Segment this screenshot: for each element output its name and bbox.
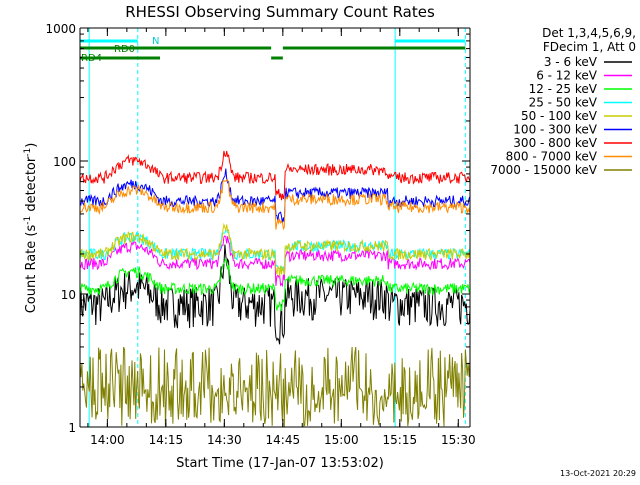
flag-n-label: N	[152, 36, 159, 47]
y-axis-label: Count Rate (s-1 detector-1)	[23, 143, 39, 314]
x-tick-label-0: 14:00	[90, 433, 125, 447]
series-line-3	[79, 228, 471, 275]
series-line-8	[79, 346, 471, 427]
series-line-7	[79, 179, 471, 231]
series-line-4	[79, 222, 471, 277]
flag-rd0-label: RD0	[114, 44, 135, 55]
series-line-0	[79, 244, 471, 345]
legend-label-0: 3 - 6 keV	[544, 55, 598, 69]
legend-header-line1: Det 1,3,4,5,6,9,	[542, 26, 636, 40]
x-tick-label-1: 14:15	[149, 433, 184, 447]
legend-label-2: 12 - 25 keV	[529, 82, 598, 96]
axes-layer: 1 10 100 1000 14:00 14:15 14:30 14:45 15:00 15:15…	[45, 22, 475, 447]
plot-area	[79, 28, 471, 427]
x-tick-label-5: 15:15	[383, 433, 418, 447]
y-axis-label-mid: detector	[24, 156, 39, 216]
series-line-6	[79, 150, 471, 201]
x-tick-label-3: 14:45	[266, 433, 301, 447]
flag-rd4-label: RD4	[81, 53, 102, 64]
x-tick-label-2: 14:30	[207, 433, 242, 447]
x-tick-label-4: 15:00	[324, 433, 359, 447]
y-axis-label-end: )	[24, 143, 39, 148]
legend-label-8: 7000 - 15000 keV	[490, 163, 597, 177]
y-axis-label-main: Count Rate (s	[24, 225, 39, 314]
x-axis-label: Start Time (17-Jan-07 13:53:02)	[176, 456, 384, 471]
legend-label-1: 6 - 12 keV	[536, 69, 598, 83]
chart-title: RHESSI Observing Summary Count Rates	[125, 3, 435, 21]
y-tick-label-3: 1000	[45, 22, 76, 36]
series-line-2	[79, 258, 471, 312]
legend-label-5: 100 - 300 keV	[513, 123, 597, 137]
legend-label-6: 300 - 800 keV	[513, 136, 597, 150]
legend-header-line2: FDecim 1, Att 0	[543, 40, 636, 54]
legend-label-7: 800 - 7000 keV	[506, 150, 598, 164]
timestamp: 13-Oct-2021 20:29	[560, 469, 636, 478]
y-axis-label-sup2: -1	[23, 148, 33, 157]
y-tick-label-1: 10	[61, 288, 76, 302]
x-tick-label-6: 15:30	[441, 433, 476, 447]
y-axis-label-sup1: -1	[23, 216, 33, 225]
y-tick-label-2: 100	[53, 155, 76, 169]
legend-label-4: 50 - 100 keV	[521, 109, 598, 123]
y-tick-label-0: 1	[68, 421, 76, 435]
legend-label-3: 25 - 50 keV	[529, 96, 598, 110]
